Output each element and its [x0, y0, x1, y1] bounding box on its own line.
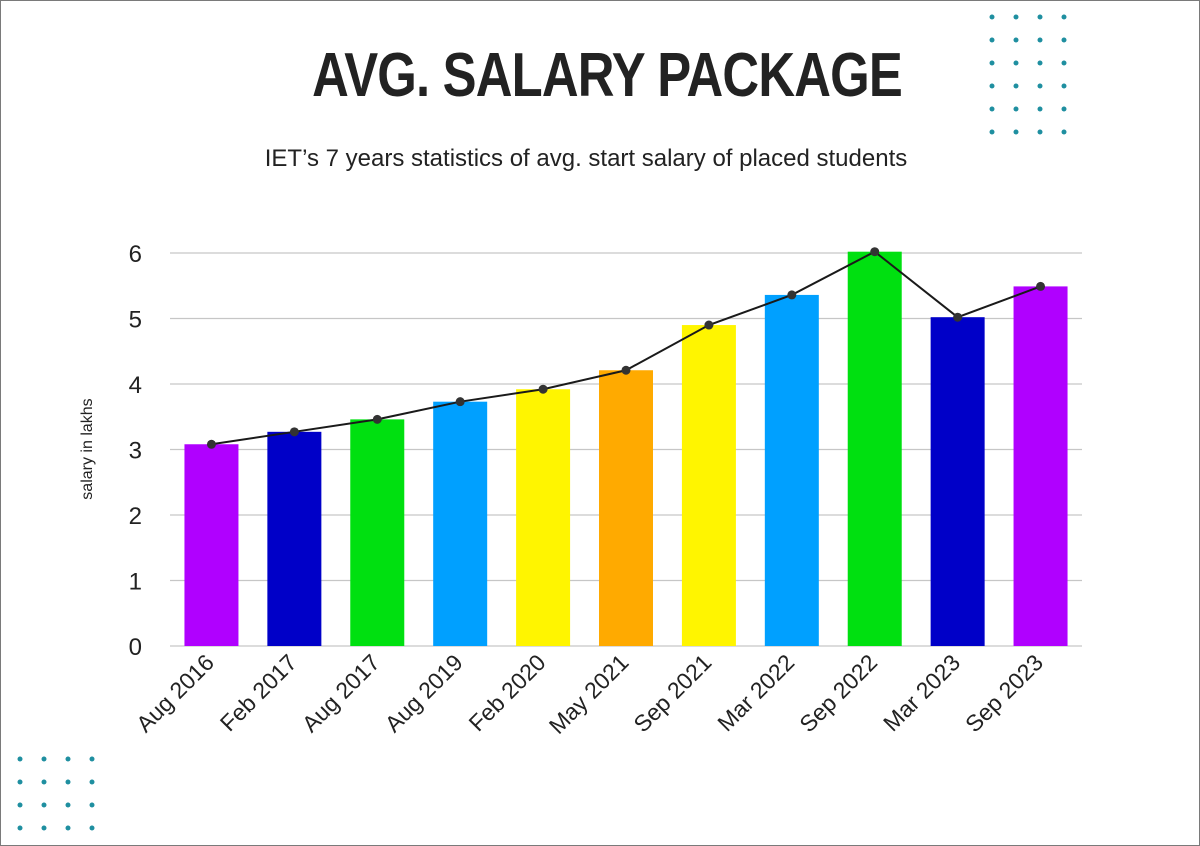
trend-point: [372, 414, 382, 424]
decorative-dot: [989, 60, 995, 66]
y-tick-label: 4: [129, 372, 142, 399]
trend-point: [621, 365, 631, 375]
y-tick-label: 5: [129, 307, 142, 334]
x-tick-label: May 2021: [544, 649, 634, 739]
bar: [681, 325, 736, 646]
decorative-dot: [41, 825, 47, 831]
trend-point: [704, 320, 714, 330]
decorative-dot: [65, 825, 71, 831]
decorative-dot: [1037, 129, 1043, 135]
decorative-dot: [989, 83, 995, 89]
page-title: AVG. SALARY PACKAGE: [312, 41, 903, 110]
trend-point: [455, 397, 465, 407]
bar: [516, 389, 571, 646]
trend-point: [1036, 281, 1046, 291]
decorative-dot: [1013, 106, 1019, 112]
trend-point: [787, 290, 797, 300]
x-tick-label: Mar 2023: [878, 649, 965, 736]
decorative-dot: [1013, 83, 1019, 89]
decorative-dot: [65, 779, 71, 785]
decorative-dot: [89, 825, 95, 831]
decorative-dot: [65, 756, 71, 762]
y-tick-label: 3: [129, 438, 142, 465]
decorative-dot: [1061, 106, 1067, 112]
decorative-dot: [1061, 37, 1067, 43]
decorative-dot: [89, 802, 95, 808]
x-tick-label: Sep 2021: [628, 649, 716, 737]
decorative-dot: [989, 129, 995, 135]
x-tick-label: Aug 2019: [380, 649, 468, 737]
decorative-dot: [1037, 37, 1043, 43]
decorative-dot: [1061, 60, 1067, 66]
x-tick-label: Sep 2022: [794, 649, 882, 737]
x-tick-label: Feb 2017: [215, 649, 302, 736]
bar: [764, 294, 819, 646]
bar: [1013, 286, 1068, 646]
bar: [930, 317, 985, 646]
decorative-dot: [1037, 83, 1043, 89]
bar: [184, 444, 239, 646]
x-tick-label: Aug 2017: [297, 649, 385, 737]
trend-point: [953, 312, 963, 322]
x-tick-label: Sep 2023: [960, 649, 1048, 737]
decorative-dot: [17, 825, 23, 831]
decorative-dot: [989, 37, 995, 43]
y-tick-label: 6: [129, 241, 142, 268]
decorative-dot: [65, 802, 71, 808]
decorative-dot: [17, 779, 23, 785]
decorative-dot: [1061, 83, 1067, 89]
trend-point: [289, 427, 299, 437]
decorative-dot: [1013, 60, 1019, 66]
decorative-dot: [41, 756, 47, 762]
decorative-dot: [1013, 37, 1019, 43]
decorative-dot: [989, 106, 995, 112]
decorative-dot: [1037, 14, 1043, 20]
decorative-dot: [1037, 60, 1043, 66]
bar: [350, 419, 405, 646]
decorative-dot: [89, 779, 95, 785]
bar: [267, 431, 322, 646]
decorative-dot: [1013, 14, 1019, 20]
bar: [847, 251, 902, 646]
decorative-dot: [89, 756, 95, 762]
decorative-dot: [17, 802, 23, 808]
decorative-dot: [1013, 129, 1019, 135]
y-tick-label: 1: [129, 569, 142, 596]
decorative-dot: [1061, 14, 1067, 20]
trend-point: [538, 384, 548, 394]
y-tick-label: 2: [129, 503, 142, 530]
decorative-dot-grid-bottom-left: [12, 752, 102, 836]
decorative-dot: [1037, 106, 1043, 112]
trend-point: [206, 439, 216, 449]
decorative-dot: [17, 756, 23, 762]
bar: [599, 370, 653, 646]
decorative-dot: [41, 779, 47, 785]
y-axis-label: salary in lakhs: [79, 398, 96, 499]
decorative-dot: [41, 802, 47, 808]
trend-point: [870, 247, 880, 257]
y-tick-label: 0: [129, 634, 142, 661]
decorative-dot-grid-top-right: [984, 10, 1074, 138]
x-tick-label: Feb 2020: [464, 649, 551, 736]
x-tick-label: Aug 2016: [131, 649, 219, 737]
decorative-dot: [989, 14, 995, 20]
bar: [433, 401, 488, 646]
page-subtitle: IET’s 7 years statistics of avg. start s…: [264, 145, 908, 172]
decorative-dot: [1061, 129, 1067, 135]
x-tick-label: Mar 2022: [712, 649, 799, 736]
